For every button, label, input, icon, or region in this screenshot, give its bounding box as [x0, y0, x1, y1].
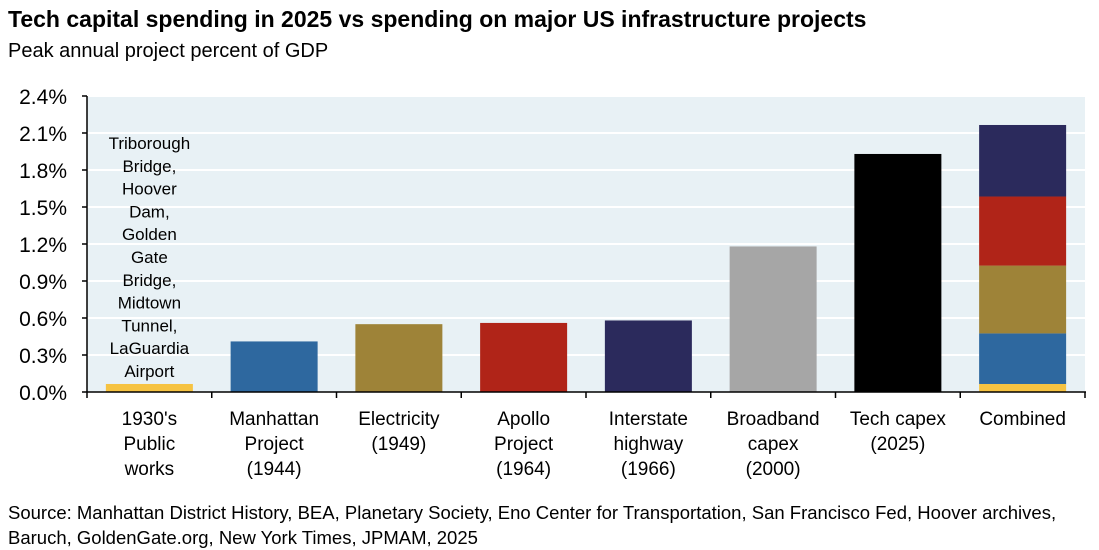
x-tick-label: Tech capex — [850, 409, 947, 430]
annotation-text: Bridge, — [122, 157, 176, 176]
annotation-text: Airport — [124, 362, 174, 381]
y-tick-label: 1.2% — [19, 234, 67, 257]
x-tick-label: capex — [748, 434, 799, 455]
annotation-text: Triborough — [109, 134, 191, 153]
source-note: Source: Manhattan District History, BEA,… — [8, 502, 1057, 548]
annotation-text: Golden — [122, 225, 177, 244]
x-tick-label: Combined — [979, 409, 1066, 430]
y-tick-label: 0.9% — [19, 271, 67, 294]
stacked-segment — [979, 196, 1067, 266]
bar — [604, 320, 692, 392]
x-tick-label: Interstate — [609, 409, 688, 430]
stacked-segment — [979, 383, 1067, 392]
annotation-text: Dam, — [129, 202, 170, 221]
x-tick-label: (2000) — [746, 459, 801, 480]
x-tick-label: Manhattan — [229, 409, 319, 430]
x-tick-label: Apollo — [497, 409, 550, 430]
x-tick-label: (2025) — [870, 434, 925, 455]
x-tick-label: works — [124, 459, 175, 480]
annotation-text: Tunnel, — [121, 316, 177, 335]
x-tick-label: Project — [494, 434, 554, 455]
stacked-segment — [979, 124, 1067, 197]
bar — [854, 153, 942, 392]
x-tick-label: Broadband — [727, 409, 820, 430]
chart-subtitle: Peak annual project percent of GDP — [8, 40, 329, 62]
x-tick-label: (1944) — [247, 459, 302, 480]
annotation-text: Midtown — [118, 294, 181, 313]
y-tick-label: 2.4% — [19, 86, 67, 109]
y-tick-label: 1.8% — [19, 160, 67, 183]
y-tick-label: 0.3% — [19, 345, 67, 368]
y-tick-label: 0.6% — [19, 308, 67, 331]
y-tick-label: 0.0% — [19, 382, 67, 405]
annotation-text: Bridge, — [122, 271, 176, 290]
annotation-text: Gate — [131, 248, 168, 267]
x-tick-label: Project — [245, 434, 305, 455]
bar — [480, 322, 568, 392]
x-tick-label: Electricity — [358, 409, 440, 430]
x-tick-label: 1930's — [122, 409, 177, 430]
bar — [729, 246, 817, 392]
bar — [105, 383, 193, 392]
annotation-text: LaGuardia — [110, 339, 190, 358]
y-tick-label: 1.5% — [19, 197, 67, 220]
bar — [355, 324, 443, 392]
stacked-segment — [979, 333, 1067, 384]
y-tick-label: 2.1% — [19, 123, 67, 146]
x-tick-label: (1966) — [621, 459, 676, 480]
x-tick-label: highway — [614, 434, 684, 455]
x-tick-label: (1964) — [496, 459, 551, 480]
annotation-text: Hoover — [122, 180, 177, 199]
x-tick-label: (1949) — [371, 434, 426, 455]
bar — [230, 341, 318, 392]
stacked-segment — [979, 265, 1067, 334]
chart-title: Tech capital spending in 2025 vs spendin… — [8, 6, 867, 32]
x-tick-label: Public — [124, 434, 176, 455]
